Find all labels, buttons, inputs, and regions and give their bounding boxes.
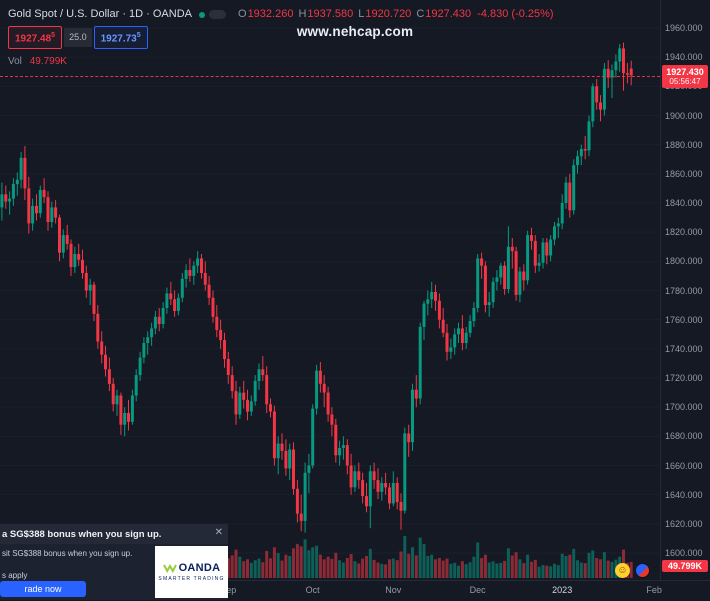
spread-value: 25.0	[64, 28, 92, 48]
change-value: -4.830 (-0.25%)	[477, 8, 554, 20]
ad-headline: a SG$388 bonus when you sign up.	[2, 528, 162, 540]
volume-badge: 49.799K	[662, 560, 708, 572]
time-tick: 2023	[552, 585, 573, 595]
price-tick: 1960.000	[665, 23, 703, 33]
legend: Gold Spot / U.S. Dollar · 1D · OANDA O 19…	[8, 7, 554, 69]
high-label: H	[298, 8, 307, 20]
symbol-title[interactable]: Gold Spot / U.S. Dollar · 1D · OANDA	[8, 8, 192, 20]
open-value: 1932.260	[247, 8, 294, 20]
price-tick: 1620.000	[665, 518, 703, 529]
chart-pane[interactable]: www.nehcap.com Gold Spot / U.S. Dollar ·…	[0, 0, 660, 580]
price-tick: 1600.000	[665, 548, 703, 558]
brand-tagline: SMARTER TRADING	[158, 576, 225, 582]
brand-name: OANDA	[178, 562, 221, 574]
ad-banner: a SG$388 bonus when you sign up. ✕ sit S…	[0, 524, 228, 600]
price-tick: 1780.000	[665, 285, 703, 296]
price-tick: 1800.000	[665, 256, 703, 267]
current-price-line	[0, 75, 660, 77]
price-tick: 1760.000	[665, 314, 703, 325]
price-scale[interactable]: 1927.430 05:56:47 49.799K 1600.000 1620.0…	[660, 0, 710, 580]
widget-icon[interactable]	[635, 563, 650, 578]
emoji-icon[interactable]: ☺	[615, 563, 630, 578]
current-price-badge: 1927.430 05:56:47	[662, 64, 708, 88]
time-tick: Oct	[305, 585, 320, 595]
ad-terms: s apply	[2, 571, 28, 580]
price-tick: 1660.000	[665, 460, 703, 471]
sell-button[interactable]: 1927.485	[8, 26, 63, 50]
price-tick: 1680.000	[665, 431, 703, 442]
close-icon[interactable]: ✕	[214, 527, 223, 538]
current-price-value: 1927.430	[666, 66, 704, 77]
bar-countdown: 05:56:47	[669, 76, 701, 86]
price-tick: 1820.000	[665, 227, 703, 238]
time-tick: Dec	[469, 585, 486, 595]
price-tick: 1940.000	[665, 52, 703, 63]
candlestick-chart	[0, 42, 633, 578]
price-tick: 1900.000	[665, 110, 703, 121]
buy-button[interactable]: 1927.735	[93, 26, 148, 50]
price-tick: 1700.000	[665, 402, 703, 413]
low-value: 1920.720	[365, 8, 412, 20]
price-tick: 1720.000	[665, 373, 703, 383]
time-tick: Feb	[646, 585, 662, 595]
price-tick: 1860.000	[665, 168, 703, 179]
open-label: O	[238, 8, 247, 20]
legend-toggle-icon[interactable]	[209, 10, 226, 19]
watermark: www.nehcap.com	[296, 24, 414, 39]
low-label: L	[358, 8, 365, 20]
high-value: 1937.580	[307, 8, 354, 20]
close-label: C	[416, 8, 425, 20]
volume-indicator-label[interactable]: Vol	[8, 56, 22, 68]
oanda-logo-icon	[162, 563, 177, 573]
volume-indicator-value: 49.799K	[29, 56, 67, 68]
close-value: 1927.430	[425, 8, 472, 20]
price-tick: 1840.000	[665, 198, 703, 208]
time-tick: Nov	[385, 585, 402, 595]
price-tick: 1880.000	[665, 139, 703, 150]
time-tick: Sep	[220, 585, 237, 595]
floating-buttons: ☺	[615, 563, 650, 578]
price-tick: 1740.000	[665, 343, 703, 354]
price-tick: 1640.000	[665, 489, 703, 500]
market-status-icon	[199, 11, 205, 18]
advertiser-logo[interactable]: OANDA SMARTER TRADING	[155, 546, 228, 598]
ad-description: sit SG$388 bonus when you sign up.	[2, 549, 133, 558]
trade-now-button[interactable]: rade now	[0, 581, 86, 597]
